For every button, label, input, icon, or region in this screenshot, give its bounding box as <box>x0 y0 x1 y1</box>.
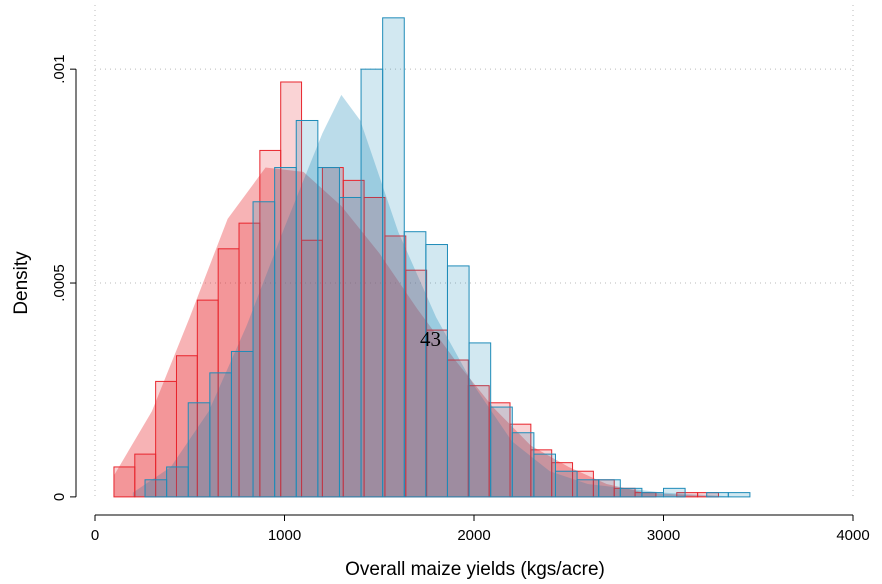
bar <box>144 479 168 498</box>
bar <box>554 470 578 498</box>
bar <box>706 492 729 498</box>
bar <box>727 492 751 498</box>
bar <box>533 453 556 498</box>
x-tick-label: 0 <box>91 527 99 544</box>
bar <box>209 372 232 498</box>
bar <box>317 167 340 498</box>
density-area <box>132 94 740 497</box>
bar <box>468 342 492 498</box>
bar <box>576 479 600 498</box>
y-tick-label: .0005 <box>51 264 68 302</box>
bar <box>446 265 470 498</box>
x-axis-title: Overall maize yields (kgs/acre) <box>345 559 605 580</box>
x-tick-label: 4000 <box>836 527 869 544</box>
bar <box>598 479 621 498</box>
x-tick-label: 1000 <box>268 527 301 544</box>
x-tick-label: 2000 <box>457 527 490 544</box>
bar <box>338 196 362 498</box>
y-axis-title: Density <box>11 251 32 315</box>
bar <box>382 17 405 498</box>
bar <box>113 466 136 498</box>
y-tick-label: .001 <box>51 55 68 84</box>
bar <box>187 402 211 498</box>
bar <box>252 201 276 498</box>
bar <box>641 492 664 498</box>
y-tick-label: 0 <box>51 493 68 501</box>
bar <box>295 119 319 498</box>
bar <box>663 487 686 498</box>
bar <box>619 487 643 498</box>
bar <box>490 406 513 498</box>
annotation: 43 <box>420 327 441 351</box>
density-area <box>113 167 721 497</box>
bar <box>230 350 254 498</box>
bar <box>403 231 427 498</box>
bar <box>166 466 189 498</box>
bar <box>360 68 384 498</box>
bar <box>511 432 535 498</box>
bar <box>425 244 448 498</box>
x-tick-label: 3000 <box>647 527 680 544</box>
bar <box>274 167 297 498</box>
